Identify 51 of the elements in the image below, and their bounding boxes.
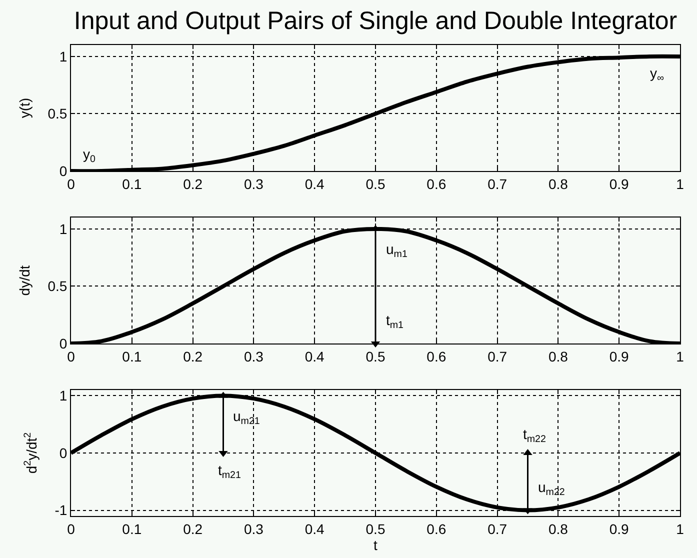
y-axis-title: y(t): [16, 98, 32, 118]
annotation: t$_{m1}$: [386, 312, 404, 331]
x-tick-label: 0.5: [366, 348, 386, 364]
x-tick-label: 0.1: [122, 520, 142, 537]
y-tick-label: 1: [59, 388, 68, 404]
y-tick-label: 0: [59, 335, 68, 352]
x-tick-label: 0.2: [183, 176, 203, 192]
x-tick-label: 1: [676, 348, 684, 364]
x-tick-label: 0.8: [548, 348, 568, 364]
x-tick-label: 0.2: [183, 520, 203, 537]
chart-title: Input and Output Pairs of Single and Double Integrator: [74, 6, 678, 35]
x-tick-label: 0.4: [304, 520, 325, 537]
y-axis-title: dy/dt: [16, 265, 32, 296]
y-tick-label: 0: [59, 444, 68, 461]
x-tick-label: 0.3: [244, 520, 264, 537]
x-tick-label: 0.9: [609, 176, 630, 192]
y-tick-label: 1: [59, 48, 68, 64]
x-tick-label: 1: [676, 176, 684, 192]
x-axis-title: t: [374, 537, 378, 554]
x-tick-label: 0.2: [183, 348, 203, 364]
y-tick-label: 0: [59, 162, 68, 179]
x-tick-label: 0.9: [609, 520, 630, 537]
x-tick-label: 0.4: [304, 348, 325, 364]
annotation: t$_{m21}$: [218, 462, 241, 481]
y-tick-label: 1: [59, 220, 68, 237]
x-tick-label: 0.9: [609, 348, 630, 364]
x-tick-label: 0.1: [122, 176, 142, 192]
annotation: y$_{0}$: [83, 146, 96, 165]
x-tick-label: 0.3: [244, 176, 264, 192]
x-tick-label: 0.8: [548, 520, 568, 537]
annotation: u$_{m22}$: [538, 479, 565, 498]
x-tick-label: 0.5: [366, 520, 386, 537]
x-tick-label: 0.4: [304, 176, 325, 192]
x-tick-label: 0.7: [488, 348, 508, 364]
x-tick-label: 0.7: [488, 176, 508, 192]
x-tick-label: 0.6: [426, 348, 446, 364]
x-tick-label: 0.7: [488, 520, 508, 537]
x-tick-label: 1: [676, 520, 684, 537]
y-tick-label: -1: [54, 502, 68, 518]
y-tick-label: 0.5: [48, 106, 68, 122]
x-tick-label: 0.3: [244, 348, 264, 364]
x-tick-label: 0.1: [122, 348, 142, 364]
x-tick-label: 0.6: [426, 520, 446, 537]
annotation: u$_{m1}$: [386, 241, 408, 260]
annotation: u$_{m21}$: [233, 408, 260, 427]
x-tick-label: 0.5: [366, 176, 386, 192]
annotation: t$_{m22}$: [523, 426, 546, 445]
y-tick-label: 0.5: [48, 278, 68, 294]
annotation: y$_{∞}$: [650, 65, 664, 84]
x-tick-label: 0.6: [426, 176, 446, 192]
x-tick-label: 0.8: [548, 176, 568, 192]
